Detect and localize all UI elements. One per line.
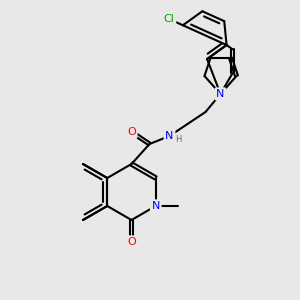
Text: O: O [127,127,136,137]
Text: N: N [152,201,160,211]
Text: N: N [216,89,225,99]
Text: O: O [127,237,136,247]
Text: Cl: Cl [164,14,175,24]
Text: N: N [165,131,174,141]
Text: H: H [175,134,182,143]
